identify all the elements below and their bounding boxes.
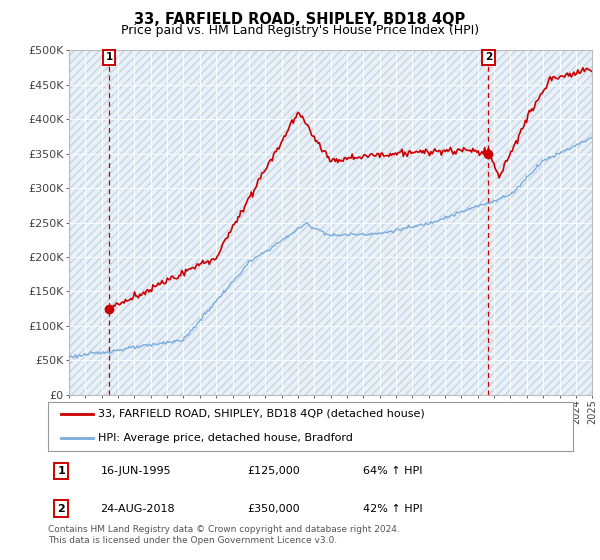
- Text: 1: 1: [57, 466, 65, 476]
- Text: 33, FARFIELD ROAD, SHIPLEY, BD18 4QP (detached house): 33, FARFIELD ROAD, SHIPLEY, BD18 4QP (de…: [98, 409, 425, 419]
- Text: 33, FARFIELD ROAD, SHIPLEY, BD18 4QP: 33, FARFIELD ROAD, SHIPLEY, BD18 4QP: [134, 12, 466, 27]
- Text: £125,000: £125,000: [248, 466, 300, 476]
- Text: 2: 2: [57, 503, 65, 514]
- Text: 64% ↑ HPI: 64% ↑ HPI: [363, 466, 422, 476]
- FancyBboxPatch shape: [48, 402, 573, 451]
- Text: Price paid vs. HM Land Registry's House Price Index (HPI): Price paid vs. HM Land Registry's House …: [121, 24, 479, 36]
- Text: HPI: Average price, detached house, Bradford: HPI: Average price, detached house, Brad…: [98, 433, 353, 444]
- Text: £350,000: £350,000: [248, 503, 300, 514]
- Text: 1: 1: [106, 52, 113, 62]
- Text: Contains HM Land Registry data © Crown copyright and database right 2024.
This d: Contains HM Land Registry data © Crown c…: [48, 525, 400, 545]
- Text: 2: 2: [485, 52, 492, 62]
- Text: 16-JUN-1995: 16-JUN-1995: [101, 466, 171, 476]
- Text: 42% ↑ HPI: 42% ↑ HPI: [363, 503, 422, 514]
- Text: 24-AUG-2018: 24-AUG-2018: [101, 503, 175, 514]
